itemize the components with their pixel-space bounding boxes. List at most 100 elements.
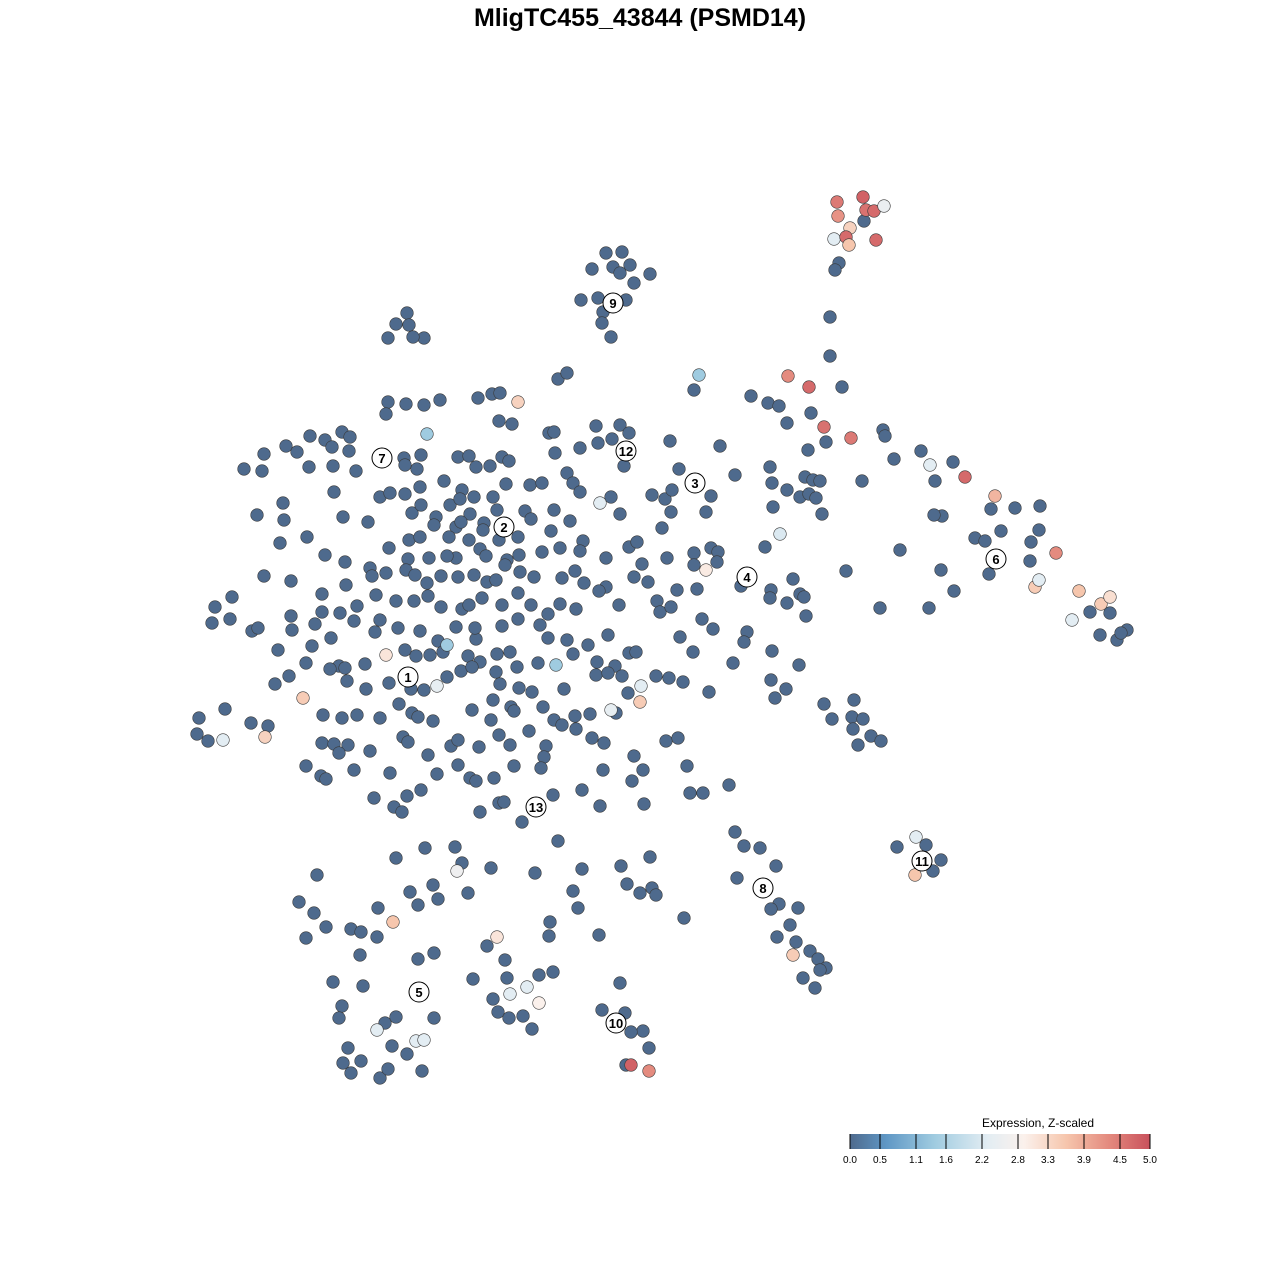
cell-point (542, 929, 556, 943)
cell-point (502, 1011, 516, 1025)
cell-point (461, 649, 475, 663)
cell-point-expressed (604, 703, 618, 717)
cell-point (255, 464, 269, 478)
cell-point (856, 712, 870, 726)
cell-point (454, 515, 468, 529)
cell-point (244, 716, 258, 730)
cell-point (613, 266, 627, 280)
cell-point (555, 571, 569, 585)
cell-point-expressed (923, 458, 937, 472)
cell-point (589, 419, 603, 433)
cell-point (350, 599, 364, 613)
cell-point (427, 946, 441, 960)
cell-point (407, 594, 421, 608)
cell-point (381, 1062, 395, 1076)
cell-point (704, 489, 718, 503)
cell-point (373, 613, 387, 627)
cell-point-expressed (511, 395, 525, 409)
cell-point (671, 731, 685, 745)
cell-point-expressed (386, 915, 400, 929)
cell-point (413, 480, 427, 494)
cluster-label-text: 5 (415, 985, 422, 1000)
cell-point (613, 418, 627, 432)
cell-point (426, 714, 440, 728)
cell-point (537, 750, 551, 764)
cell-point (789, 935, 803, 949)
cell-point (382, 541, 396, 555)
cell-point (257, 569, 271, 583)
cell-point (772, 399, 786, 413)
cell-point (343, 430, 357, 444)
cell-point (440, 549, 454, 563)
cell-point (531, 656, 545, 670)
cell-point (190, 727, 204, 741)
cell-point-expressed (909, 830, 923, 844)
cell-point (524, 598, 538, 612)
cell-point (601, 666, 615, 680)
cluster-label-2: 2 (493, 516, 515, 538)
cell-point (643, 267, 657, 281)
cell-point (765, 644, 779, 658)
cell-point (503, 645, 517, 659)
cell-point (566, 647, 580, 661)
cluster-label-7: 7 (371, 447, 393, 469)
cell-point (551, 834, 565, 848)
cell-point-expressed (296, 691, 310, 705)
cell-point (497, 795, 511, 809)
cluster-label-circle (911, 850, 933, 872)
cell-point (753, 841, 767, 855)
chart-title: MligTC455_43844 (PSMD14) (473, 4, 807, 32)
cell-point (557, 682, 571, 696)
cell-point-expressed (844, 431, 858, 445)
cell-point (1023, 554, 1037, 568)
cell-point (591, 291, 605, 305)
cell-point (379, 566, 393, 580)
cluster-label-text: 10 (609, 1016, 623, 1031)
cell-point (591, 436, 605, 450)
cell-point (653, 605, 667, 619)
cell-point (779, 682, 793, 696)
cell-point (566, 884, 580, 898)
cell-point (507, 759, 521, 773)
cell-point (462, 449, 476, 463)
cell-point (516, 1009, 530, 1023)
cell-point (525, 685, 539, 699)
cell-point (290, 445, 304, 459)
cell-point (305, 639, 319, 653)
cell-point (276, 496, 290, 510)
cell-point-expressed (842, 238, 856, 252)
cell-point (347, 763, 361, 777)
cell-point (593, 799, 607, 813)
cell-point-expressed (830, 195, 844, 209)
cell-point (513, 565, 527, 579)
cell-point (434, 569, 448, 583)
cell-point-expressed (802, 380, 816, 394)
cell-point (327, 485, 341, 499)
cell-point (251, 621, 265, 635)
cell-point (389, 594, 403, 608)
cell-point (273, 536, 287, 550)
cell-point (553, 541, 567, 555)
cell-point (847, 693, 861, 707)
cell-point (621, 686, 635, 700)
cell-point (498, 558, 512, 572)
cell-point (510, 660, 524, 674)
points-layer (190, 190, 1134, 1085)
cell-point (677, 911, 691, 925)
cell-point (569, 722, 583, 736)
cell-point (589, 668, 603, 682)
cell-point (1032, 523, 1046, 537)
cell-point (284, 574, 298, 588)
cell-point (595, 316, 609, 330)
cell-point (1083, 605, 1097, 619)
cell-point (553, 597, 567, 611)
cell-point (687, 558, 701, 572)
cell-point (568, 564, 582, 578)
cell-point (303, 429, 317, 443)
cell-point (369, 588, 383, 602)
cell-point (828, 263, 842, 277)
cell-point (512, 681, 526, 695)
cell-point (381, 331, 395, 345)
cell-point (487, 771, 501, 785)
cell-point (489, 573, 503, 587)
